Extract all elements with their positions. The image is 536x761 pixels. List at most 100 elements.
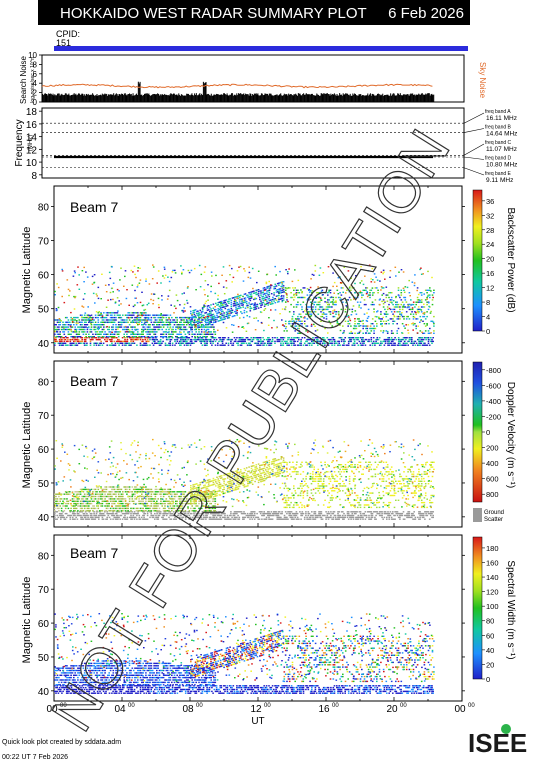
scatter-cell [426, 344, 429, 346]
search-noise-bar [346, 93, 348, 102]
scatter-cell [418, 344, 420, 346]
scatter-cell [239, 338, 242, 341]
search-noise-bar [287, 95, 289, 102]
scatter-cell [256, 344, 258, 346]
scatter-cell [124, 337, 126, 339]
scatter-cell [240, 302, 242, 305]
scatter-cell [109, 331, 112, 333]
scatter-cell [222, 321, 225, 324]
scatter-cell [317, 286, 319, 288]
scatter-cell [431, 299, 434, 301]
scatter-cell [119, 514, 121, 517]
search-noise-bar [292, 95, 294, 102]
scatter-cell [158, 321, 161, 323]
scatter-cell [142, 333, 144, 335]
scatter-cell [384, 340, 387, 343]
scatter-cell [69, 333, 71, 335]
scatter-cell [275, 512, 277, 515]
scatter-cell [402, 337, 405, 339]
search-noise-bar [350, 95, 352, 102]
scatter-cell [380, 271, 383, 273]
scatter-cell [90, 518, 93, 520]
scatter-cell [357, 344, 360, 346]
scatter-cell [265, 281, 268, 283]
scatter-cell [306, 516, 308, 519]
scatter-cell [117, 514, 119, 517]
scatter-cell [56, 326, 59, 328]
scatter-cell [63, 338, 66, 341]
scatter-cell [361, 340, 363, 343]
scatter-cell [238, 516, 241, 519]
scatter-cell [107, 333, 109, 335]
scatter-cell [72, 275, 75, 277]
scatter-cell [221, 337, 224, 339]
search-noise-bar [355, 95, 357, 102]
scatter-cell [75, 342, 77, 344]
scatter-cell [284, 308, 287, 311]
scatter-cell [225, 287, 228, 289]
scatter-cell [358, 292, 360, 294]
scatter-cell [419, 342, 421, 344]
scatter-cell [340, 337, 343, 339]
scatter-cell [156, 336, 158, 338]
search-noise-bar [110, 94, 112, 102]
scatter-cell [320, 287, 322, 289]
scatter-cell [362, 512, 364, 515]
search-noise-bar [427, 93, 429, 102]
scatter-cell [348, 316, 350, 318]
scatter-cell [381, 342, 383, 344]
scatter-cell [103, 336, 105, 338]
scatter-cell [362, 327, 364, 330]
scatter-cell [371, 294, 374, 296]
scatter-cell [162, 275, 164, 277]
scatter-cell [218, 311, 221, 314]
scatter-cell [286, 287, 288, 290]
scatter-cell [137, 512, 139, 515]
scatter-cell [93, 518, 95, 520]
search-noise-bar [432, 95, 434, 102]
scatter-cell [85, 498, 87, 500]
scatter-cell [92, 333, 94, 335]
scatter-cell [195, 516, 198, 519]
scatter-cell [64, 344, 67, 346]
scatter-cell [130, 321, 132, 323]
scatter-cell [263, 329, 265, 332]
scatter-cell [257, 338, 260, 341]
scatter-cell [203, 336, 206, 338]
scatter-cell [70, 344, 73, 346]
scatter-cell [177, 333, 180, 335]
scatter-cell [331, 325, 333, 327]
scatter-cell [161, 516, 163, 519]
scatter-cell [226, 315, 229, 317]
scatter-cell [124, 319, 126, 321]
search-noise-bar [282, 95, 284, 102]
scatter-cell [111, 512, 113, 515]
power-ylabel: Magnetic Latitude [21, 227, 33, 314]
scatter-cell [82, 298, 85, 300]
scatter-cell [185, 336, 188, 338]
scatter-cell [333, 315, 336, 318]
search-noise-bar [283, 93, 285, 102]
colorbar-tick-label: 32 [486, 211, 494, 220]
scatter-cell [291, 315, 294, 318]
scatter-cell [104, 284, 107, 286]
search-noise-bar [145, 93, 147, 102]
scatter-cell [267, 338, 269, 341]
scatter-cell [405, 315, 408, 318]
scatter-cell [207, 331, 210, 333]
scatter-cell [148, 283, 151, 285]
scatter-cell [345, 344, 348, 346]
scatter-cell [402, 271, 405, 273]
scatter-cell [201, 337, 204, 339]
scatter-cell [54, 514, 56, 517]
scatter-cell [290, 511, 293, 513]
scatter-cell [111, 342, 113, 344]
scatter-cell [143, 314, 146, 316]
scatter-cell [58, 507, 60, 510]
scatter-cell [100, 512, 102, 515]
scatter-cell [83, 314, 86, 316]
scatter-cell [200, 273, 203, 276]
scatter-cell [250, 340, 252, 343]
scatter-cell [182, 269, 185, 271]
scatter-cell [306, 313, 309, 315]
